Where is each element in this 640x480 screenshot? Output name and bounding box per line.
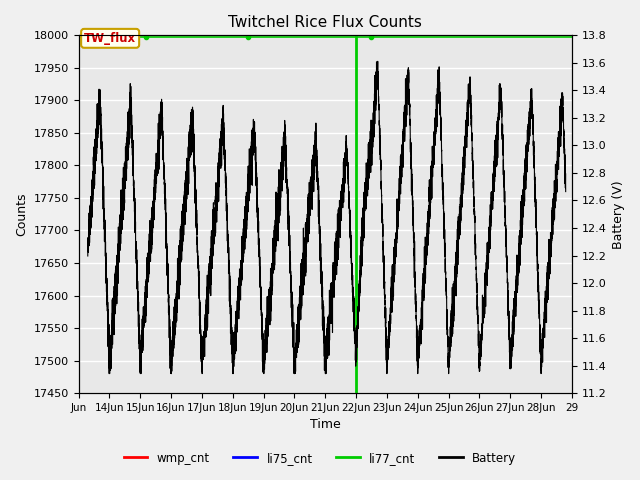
Title: Twitchel Rice Flux Counts: Twitchel Rice Flux Counts <box>228 15 422 30</box>
Y-axis label: Counts: Counts <box>15 192 28 236</box>
Text: TW_flux: TW_flux <box>84 32 136 45</box>
X-axis label: Time: Time <box>310 419 340 432</box>
Y-axis label: Battery (V): Battery (V) <box>612 180 625 249</box>
Legend: wmp_cnt, li75_cnt, li77_cnt, Battery: wmp_cnt, li75_cnt, li77_cnt, Battery <box>119 447 521 469</box>
